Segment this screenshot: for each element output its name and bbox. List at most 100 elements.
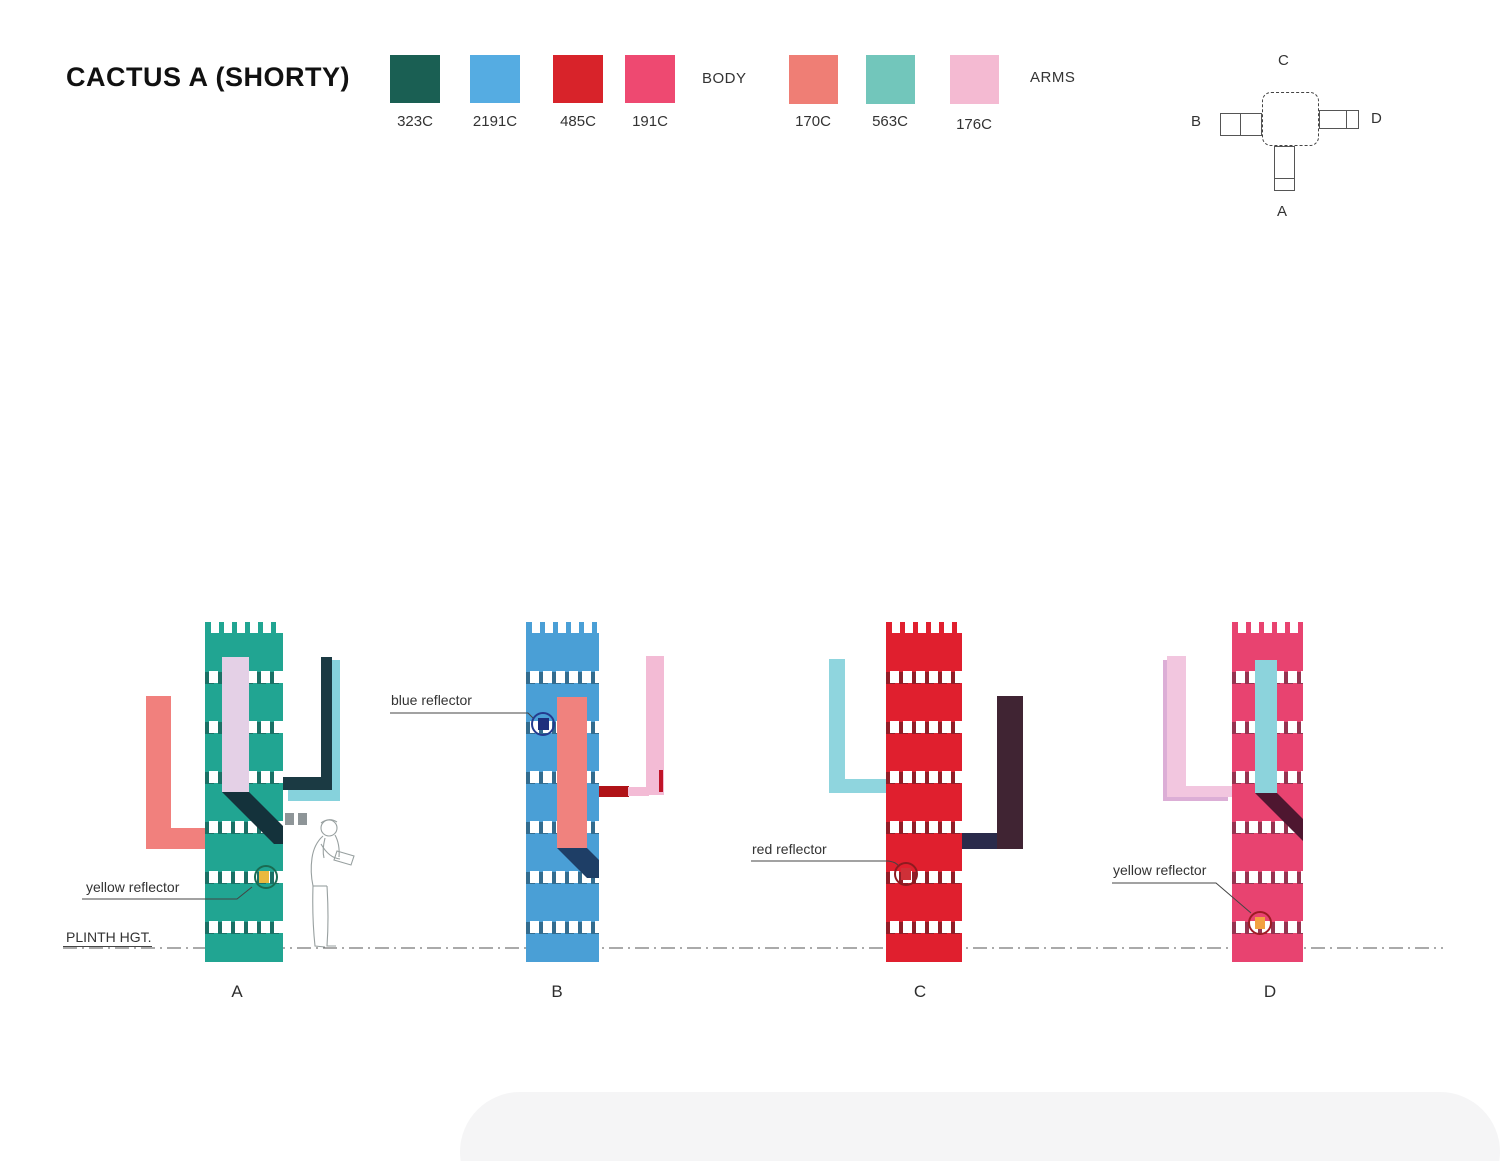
stud-row: [886, 671, 962, 684]
stud-notch: [1290, 622, 1298, 633]
stud: [556, 921, 565, 933]
stud: [543, 771, 552, 783]
stud: [209, 921, 218, 933]
stud: [916, 721, 925, 733]
shadow-stud: [285, 813, 294, 825]
stud: [1301, 921, 1303, 933]
stud: [261, 721, 270, 733]
stud-row: [886, 771, 962, 784]
plan-arm-divider: [1275, 178, 1294, 179]
swatch-code: 176C: [956, 116, 992, 133]
stud-notch: [905, 622, 913, 633]
view-label-a: A: [231, 982, 243, 1001]
swatch-485c: [553, 55, 603, 103]
stud: [1236, 871, 1245, 883]
stud-notch: [1238, 622, 1246, 633]
stud: [248, 821, 257, 833]
stud: [248, 721, 257, 733]
stud: [1262, 821, 1271, 833]
stud: [1249, 721, 1258, 733]
swatch-170c: [789, 55, 838, 104]
swatch-code: 323C: [397, 113, 433, 130]
stud: [1288, 671, 1297, 683]
plinth-height-label: PLINTH HGT.: [66, 929, 152, 945]
swatch-191c: [625, 55, 675, 103]
stud: [929, 921, 938, 933]
stud-notch: [276, 622, 283, 633]
stud: [248, 771, 257, 783]
stud: [955, 871, 962, 883]
stud: [543, 821, 552, 833]
stud-notch: [597, 622, 599, 633]
stud: [942, 921, 951, 933]
bottom-shade: [460, 1092, 1500, 1161]
shadow-stud: [298, 813, 307, 825]
reflector-ring-d: [1248, 911, 1272, 935]
stud: [595, 921, 599, 933]
cactus-a-arm-left: [146, 828, 206, 849]
stud: [916, 921, 925, 933]
cactus-b-arm-pink: [628, 787, 649, 796]
stud: [1236, 671, 1245, 683]
stud: [955, 821, 962, 833]
stud: [929, 821, 938, 833]
view-label-b: B: [551, 982, 563, 1001]
stud: [1288, 871, 1297, 883]
stud: [1249, 871, 1258, 883]
stud: [582, 671, 591, 683]
view-label-c: C: [913, 982, 927, 1001]
cast-shadow: [222, 792, 283, 844]
stud: [595, 671, 599, 683]
swatch-563c: [866, 55, 915, 104]
stud: [1236, 771, 1245, 783]
cactus-c-arm-right-back: [962, 833, 1007, 849]
stud: [582, 921, 591, 933]
stud: [1236, 721, 1245, 733]
person-figure: [310, 819, 355, 948]
cast-shadow: [1255, 793, 1303, 843]
stud: [1249, 771, 1258, 783]
reflector-ring-a: [254, 865, 278, 889]
swatch-176c: [950, 55, 999, 104]
stud-notch: [532, 622, 540, 633]
stud-notch: [237, 622, 245, 633]
stud: [929, 871, 938, 883]
plan-body-square: [1262, 92, 1319, 146]
stud: [942, 771, 951, 783]
stud: [274, 721, 283, 733]
stud: [929, 721, 938, 733]
stud: [1301, 871, 1303, 883]
stud: [274, 771, 283, 783]
stud: [903, 921, 912, 933]
stud: [222, 871, 231, 883]
stud: [530, 921, 539, 933]
stud: [955, 671, 962, 683]
stud: [890, 671, 899, 683]
cactus-a-arm-left: [146, 696, 171, 849]
stud-notches: [1232, 622, 1303, 633]
stud-notches: [886, 622, 962, 633]
arms-group-label: ARMS: [1030, 69, 1076, 86]
plan-arm-divider: [1346, 111, 1347, 128]
swatch-code: 563C: [872, 113, 908, 130]
stud: [530, 871, 539, 883]
cactus-a-arm-right-back: [331, 660, 340, 801]
stud-notch: [571, 622, 579, 633]
stud: [1249, 821, 1258, 833]
stud-notches: [526, 622, 599, 633]
stud: [209, 821, 218, 833]
stud: [1262, 871, 1271, 883]
plan-arm-a: [1274, 146, 1295, 191]
stud: [1236, 921, 1245, 933]
stud: [916, 771, 925, 783]
stud: [248, 871, 257, 883]
stud: [955, 921, 962, 933]
stud-notch: [918, 622, 926, 633]
stud: [890, 821, 899, 833]
cactus-d-front-arm-face: [1255, 660, 1277, 793]
stud: [903, 771, 912, 783]
cactus-b-front-arm-face: [557, 697, 587, 848]
stud-row: [526, 921, 599, 934]
stud-notch: [931, 622, 939, 633]
